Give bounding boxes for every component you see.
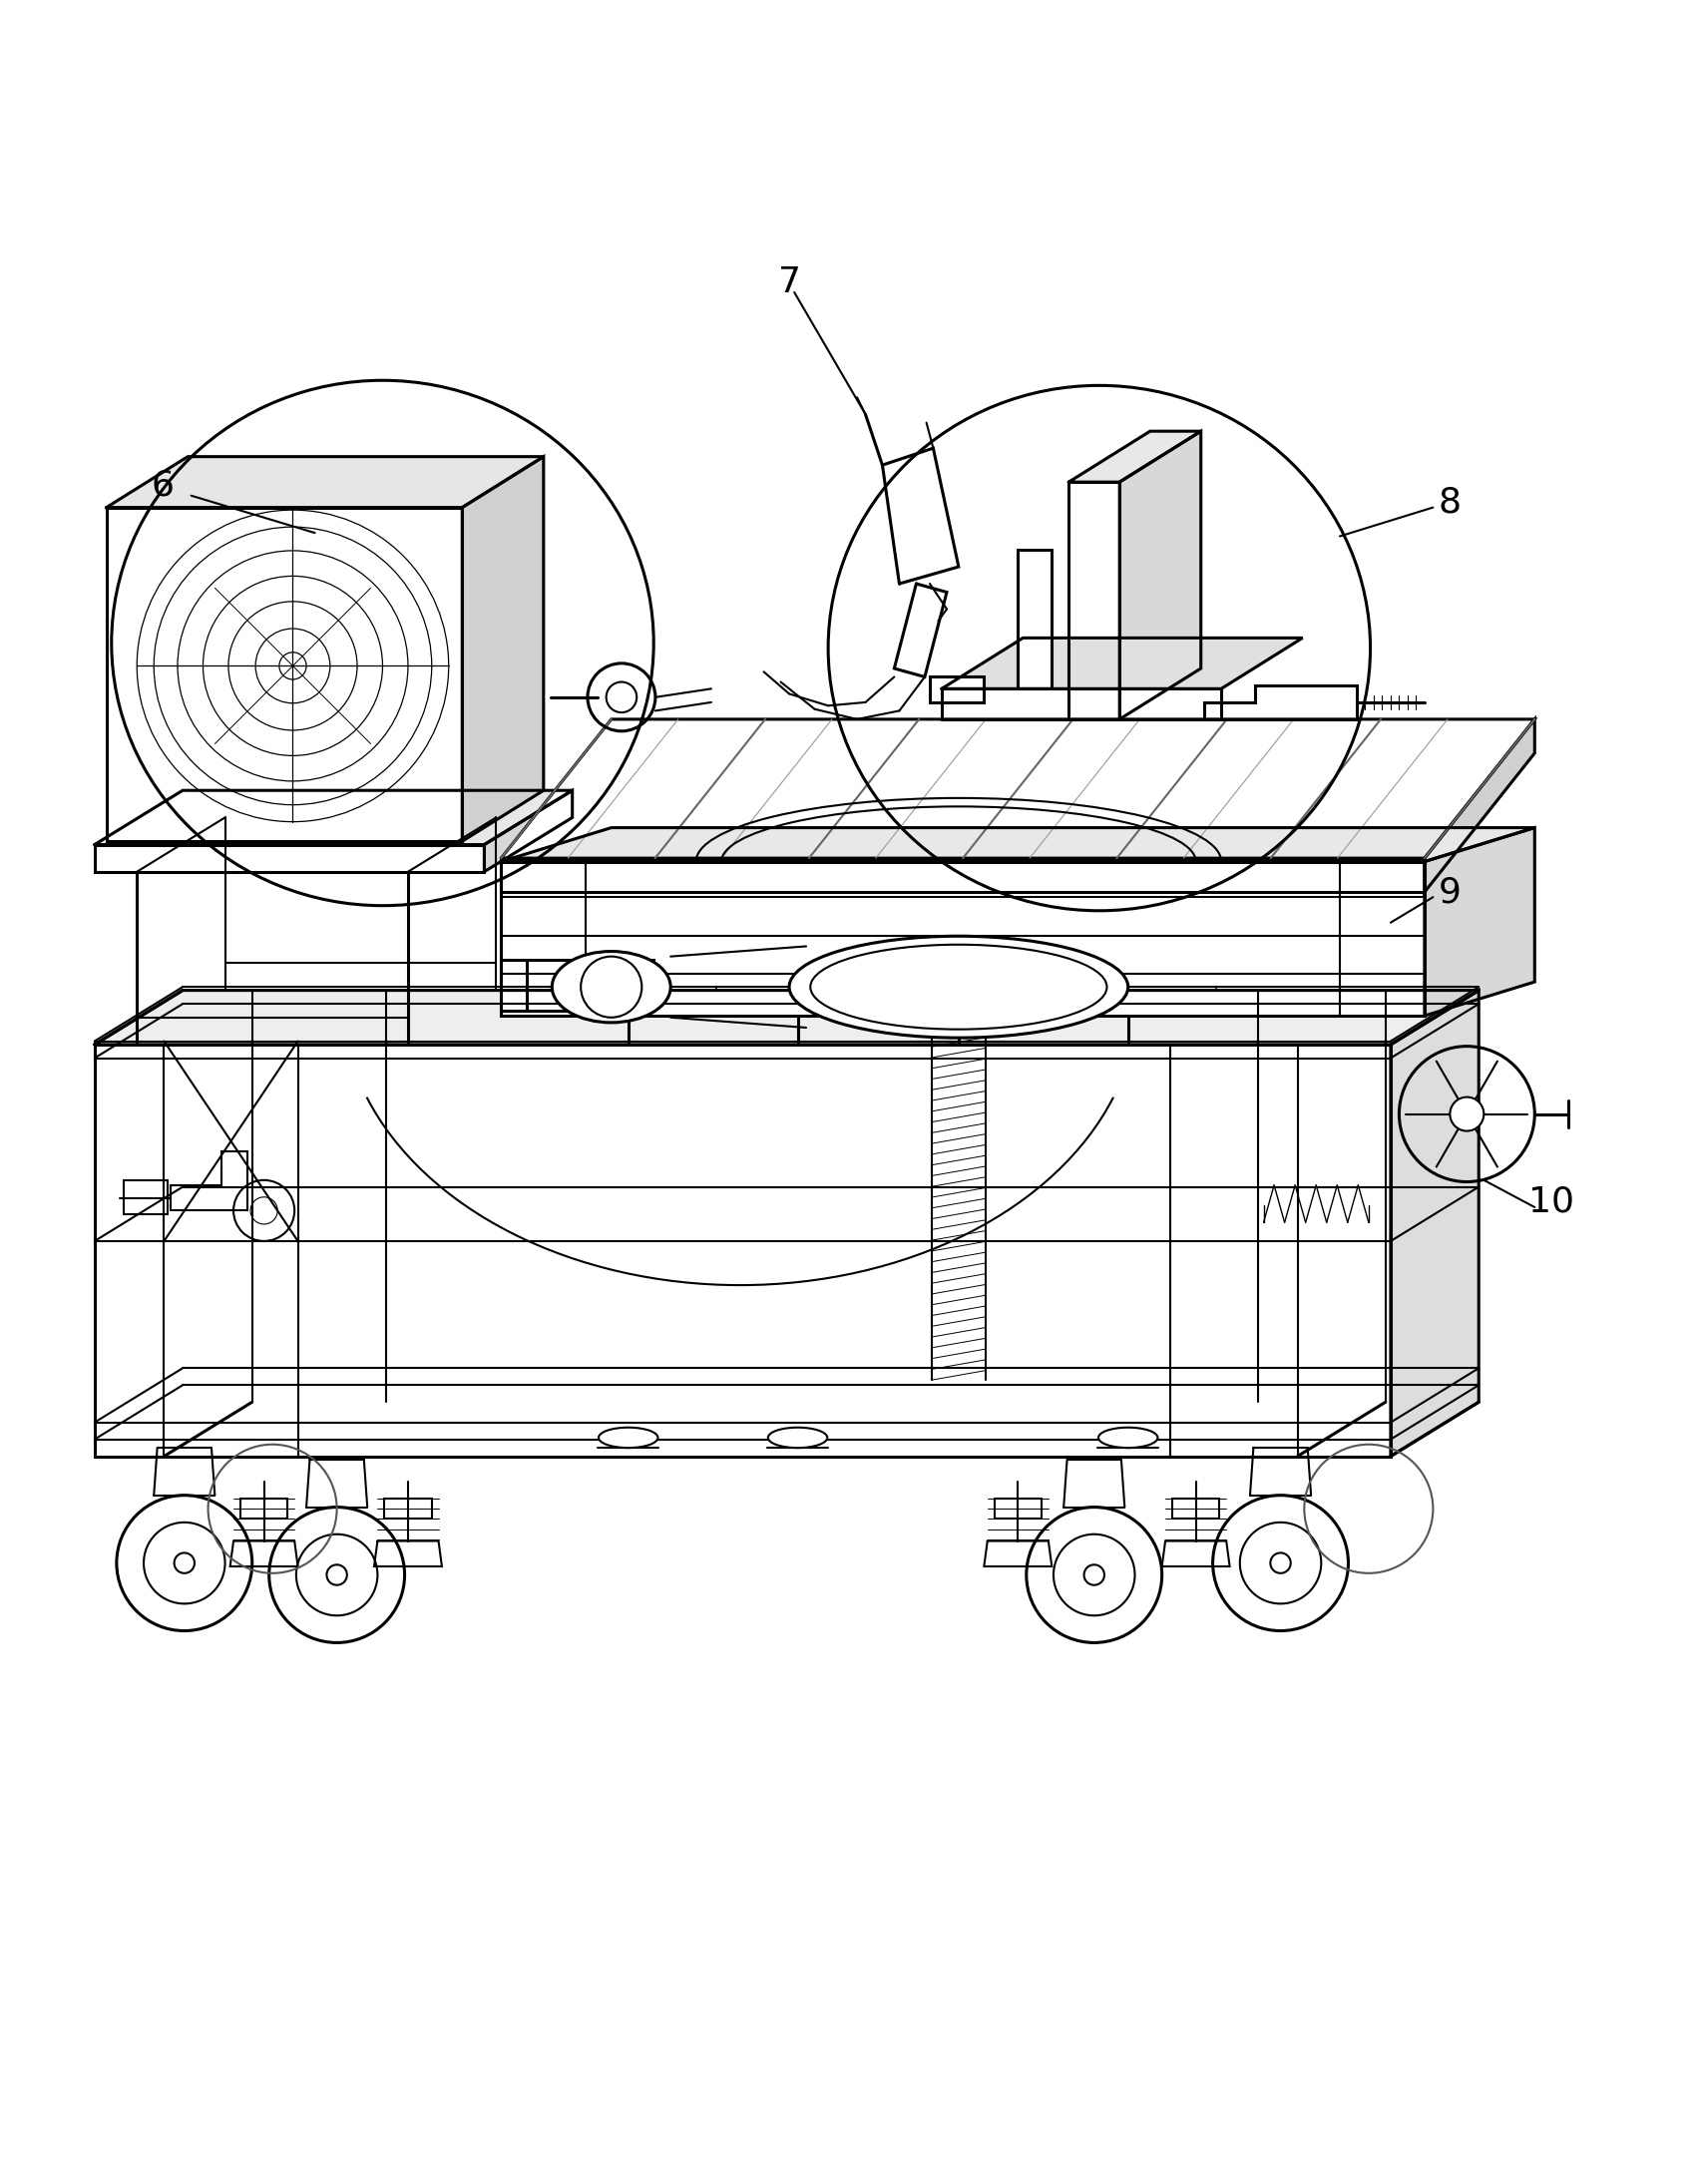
Polygon shape bbox=[1069, 483, 1120, 719]
Circle shape bbox=[328, 1564, 346, 1586]
Ellipse shape bbox=[1098, 1428, 1157, 1448]
Polygon shape bbox=[1424, 719, 1534, 891]
Text: 7: 7 bbox=[777, 264, 801, 299]
Polygon shape bbox=[501, 828, 1534, 860]
Ellipse shape bbox=[552, 952, 670, 1022]
Polygon shape bbox=[1390, 989, 1478, 1457]
Polygon shape bbox=[1069, 430, 1201, 483]
Text: 8: 8 bbox=[1439, 485, 1461, 520]
Polygon shape bbox=[171, 1151, 248, 1210]
Polygon shape bbox=[1424, 828, 1534, 1016]
Text: 10: 10 bbox=[1529, 1186, 1575, 1219]
Polygon shape bbox=[462, 456, 543, 841]
Polygon shape bbox=[107, 456, 543, 507]
Circle shape bbox=[1084, 1564, 1105, 1586]
Polygon shape bbox=[1120, 430, 1201, 719]
Ellipse shape bbox=[599, 1428, 658, 1448]
Polygon shape bbox=[124, 1179, 168, 1214]
Polygon shape bbox=[894, 583, 947, 677]
Polygon shape bbox=[882, 448, 959, 583]
Polygon shape bbox=[501, 860, 1424, 1016]
Polygon shape bbox=[501, 858, 1424, 891]
Polygon shape bbox=[484, 791, 572, 871]
Text: 6: 6 bbox=[151, 467, 173, 502]
Polygon shape bbox=[95, 791, 572, 845]
Ellipse shape bbox=[769, 1428, 828, 1448]
Ellipse shape bbox=[789, 937, 1129, 1037]
Polygon shape bbox=[984, 1542, 1052, 1566]
Circle shape bbox=[175, 1553, 195, 1572]
Polygon shape bbox=[942, 638, 1303, 688]
Polygon shape bbox=[95, 1044, 1390, 1457]
Polygon shape bbox=[1162, 1542, 1230, 1566]
Circle shape bbox=[1449, 1096, 1483, 1131]
Polygon shape bbox=[942, 688, 1222, 719]
Polygon shape bbox=[1018, 550, 1052, 688]
Circle shape bbox=[1271, 1553, 1291, 1572]
Polygon shape bbox=[231, 1542, 299, 1566]
Polygon shape bbox=[95, 845, 484, 871]
Polygon shape bbox=[373, 1542, 441, 1566]
Text: 9: 9 bbox=[1439, 876, 1461, 909]
Polygon shape bbox=[526, 959, 653, 1011]
Polygon shape bbox=[930, 677, 984, 703]
Polygon shape bbox=[1205, 686, 1358, 719]
Polygon shape bbox=[107, 507, 462, 841]
Polygon shape bbox=[501, 719, 1534, 858]
Polygon shape bbox=[95, 989, 1478, 1044]
